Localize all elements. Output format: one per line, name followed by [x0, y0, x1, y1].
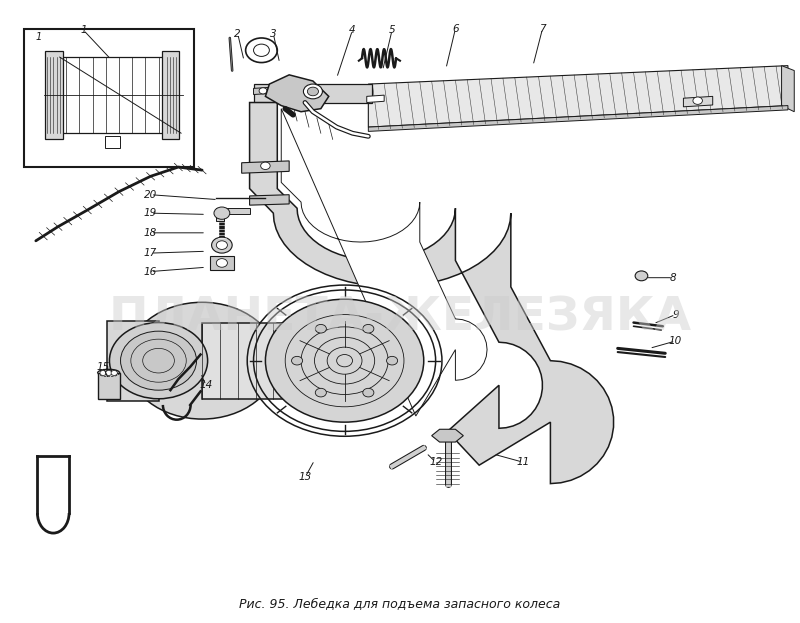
Circle shape: [307, 87, 318, 96]
Text: 13: 13: [298, 472, 312, 482]
Polygon shape: [216, 208, 250, 221]
Circle shape: [127, 302, 278, 419]
Text: 2: 2: [234, 29, 241, 39]
Polygon shape: [254, 87, 274, 95]
Circle shape: [362, 388, 374, 397]
Bar: [105, 136, 120, 148]
Text: 4: 4: [349, 25, 356, 35]
Circle shape: [100, 371, 106, 376]
Circle shape: [362, 325, 374, 333]
Text: 12: 12: [429, 457, 442, 467]
Text: 16: 16: [144, 267, 158, 277]
Polygon shape: [432, 429, 463, 442]
Text: 6: 6: [452, 24, 458, 34]
Circle shape: [693, 97, 702, 105]
Bar: [107, 321, 158, 401]
Polygon shape: [266, 75, 329, 112]
Circle shape: [254, 44, 270, 57]
Text: 8: 8: [670, 273, 677, 283]
Circle shape: [291, 356, 302, 365]
Polygon shape: [250, 195, 289, 205]
Polygon shape: [254, 84, 372, 103]
Circle shape: [111, 371, 118, 376]
Circle shape: [121, 331, 197, 390]
Text: 11: 11: [516, 457, 530, 467]
Bar: [202, 323, 345, 399]
Bar: [24, 29, 194, 167]
Circle shape: [216, 259, 227, 267]
Circle shape: [261, 162, 270, 169]
Circle shape: [246, 38, 278, 62]
Circle shape: [315, 325, 326, 333]
Polygon shape: [242, 161, 289, 173]
Circle shape: [211, 237, 232, 253]
Bar: [162, 51, 179, 140]
Polygon shape: [782, 65, 794, 112]
Polygon shape: [282, 108, 487, 416]
Circle shape: [259, 88, 267, 94]
Text: 18: 18: [144, 228, 158, 238]
Bar: [98, 373, 120, 399]
Text: 7: 7: [539, 24, 546, 34]
Circle shape: [386, 356, 398, 365]
Text: 19: 19: [144, 208, 158, 218]
Text: Рис. 95. Лебедка для подъема запасного колеса: Рис. 95. Лебедка для подъема запасного к…: [239, 597, 561, 610]
Circle shape: [303, 84, 322, 99]
Text: 10: 10: [669, 336, 682, 346]
Circle shape: [214, 207, 230, 219]
Text: 1: 1: [80, 25, 86, 35]
Polygon shape: [366, 95, 384, 103]
Polygon shape: [368, 105, 788, 131]
Text: 20: 20: [144, 190, 158, 200]
Text: 3: 3: [270, 29, 277, 39]
Circle shape: [635, 271, 648, 281]
Polygon shape: [683, 97, 713, 107]
Circle shape: [110, 323, 208, 399]
Polygon shape: [368, 65, 788, 127]
Text: 1: 1: [36, 32, 42, 42]
Text: 5: 5: [389, 25, 395, 35]
Text: 9: 9: [672, 310, 679, 320]
Bar: [60, 57, 166, 133]
Polygon shape: [250, 103, 614, 483]
Bar: [210, 256, 234, 270]
Text: 14: 14: [199, 380, 213, 390]
Text: 17: 17: [144, 248, 158, 258]
Circle shape: [315, 388, 326, 397]
Circle shape: [266, 299, 424, 422]
Text: 15: 15: [97, 362, 110, 372]
Circle shape: [216, 241, 227, 249]
Circle shape: [106, 371, 112, 376]
Text: ПЛАНЕТА-ЖЕЛЕЗЯКА: ПЛАНЕТА-ЖЕЛЕЗЯКА: [109, 295, 691, 340]
Bar: [46, 51, 63, 140]
